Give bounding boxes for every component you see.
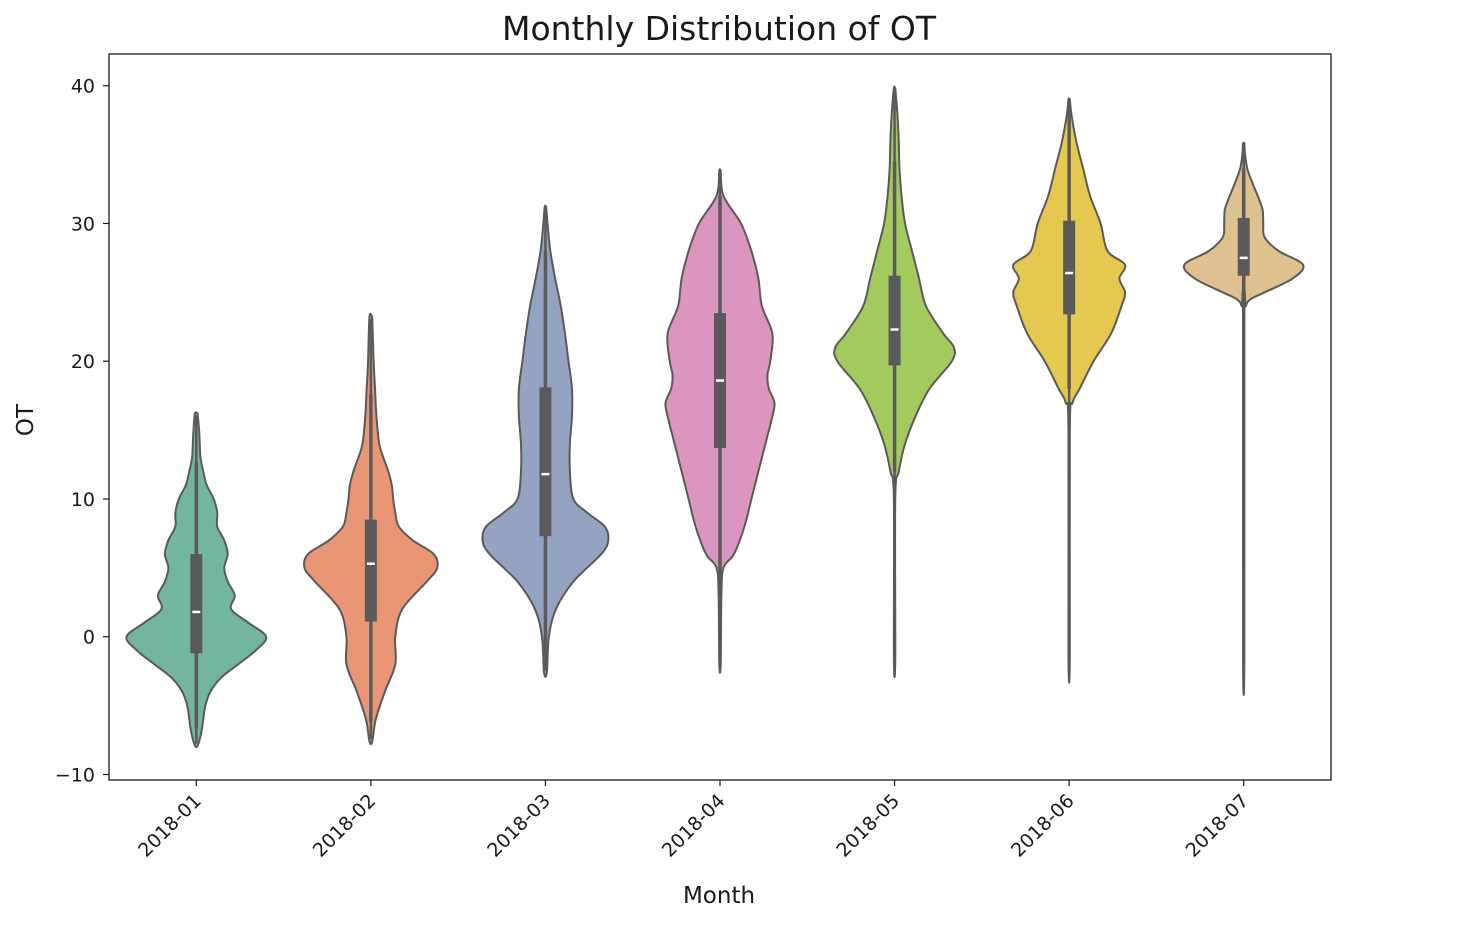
violin-2018-07	[1182, 141, 1305, 696]
violin-2018-04	[664, 168, 776, 674]
x-axis: 2018-01 2018-02 2018-03 2018-04 2018-05 2018-…	[134, 780, 1253, 862]
x-tick-label: 2018-02	[309, 790, 381, 862]
violin-iqr-box	[888, 275, 901, 366]
violin-2018-05	[833, 85, 956, 679]
x-tick-label: 2018-04	[658, 790, 730, 862]
x-tick-label: 2018-06	[1007, 790, 1079, 862]
violin-iqr-box	[539, 387, 552, 537]
chart-title: Monthly Distribution of OT	[502, 9, 937, 48]
y-tick-label: −10	[55, 764, 95, 786]
violin-2018-01	[125, 411, 268, 749]
violin-2018-02	[303, 312, 439, 746]
plot-area	[125, 85, 1305, 749]
violin-2018-06	[1011, 97, 1127, 684]
violin-iqr-box	[190, 554, 203, 654]
y-axis-label: OT	[13, 403, 39, 436]
violin-iqr-box	[1063, 220, 1076, 315]
y-tick-label: 30	[71, 213, 95, 235]
y-tick-label: 20	[71, 351, 95, 373]
x-tick-label: 2018-03	[483, 790, 555, 862]
x-axis-label: Month	[683, 883, 755, 909]
violin-iqr-box	[1237, 217, 1250, 276]
violin-2018-03	[481, 204, 610, 679]
violin-iqr-box	[364, 519, 377, 622]
x-tick-label: 2018-07	[1182, 790, 1254, 862]
y-tick-label: 40	[71, 76, 95, 98]
y-axis: −10 0 10 20 30 40	[55, 76, 109, 786]
y-tick-label: 0	[83, 627, 95, 649]
x-tick-label: 2018-05	[832, 790, 904, 862]
x-tick-label: 2018-01	[134, 790, 206, 862]
y-tick-label: 10	[71, 489, 95, 511]
